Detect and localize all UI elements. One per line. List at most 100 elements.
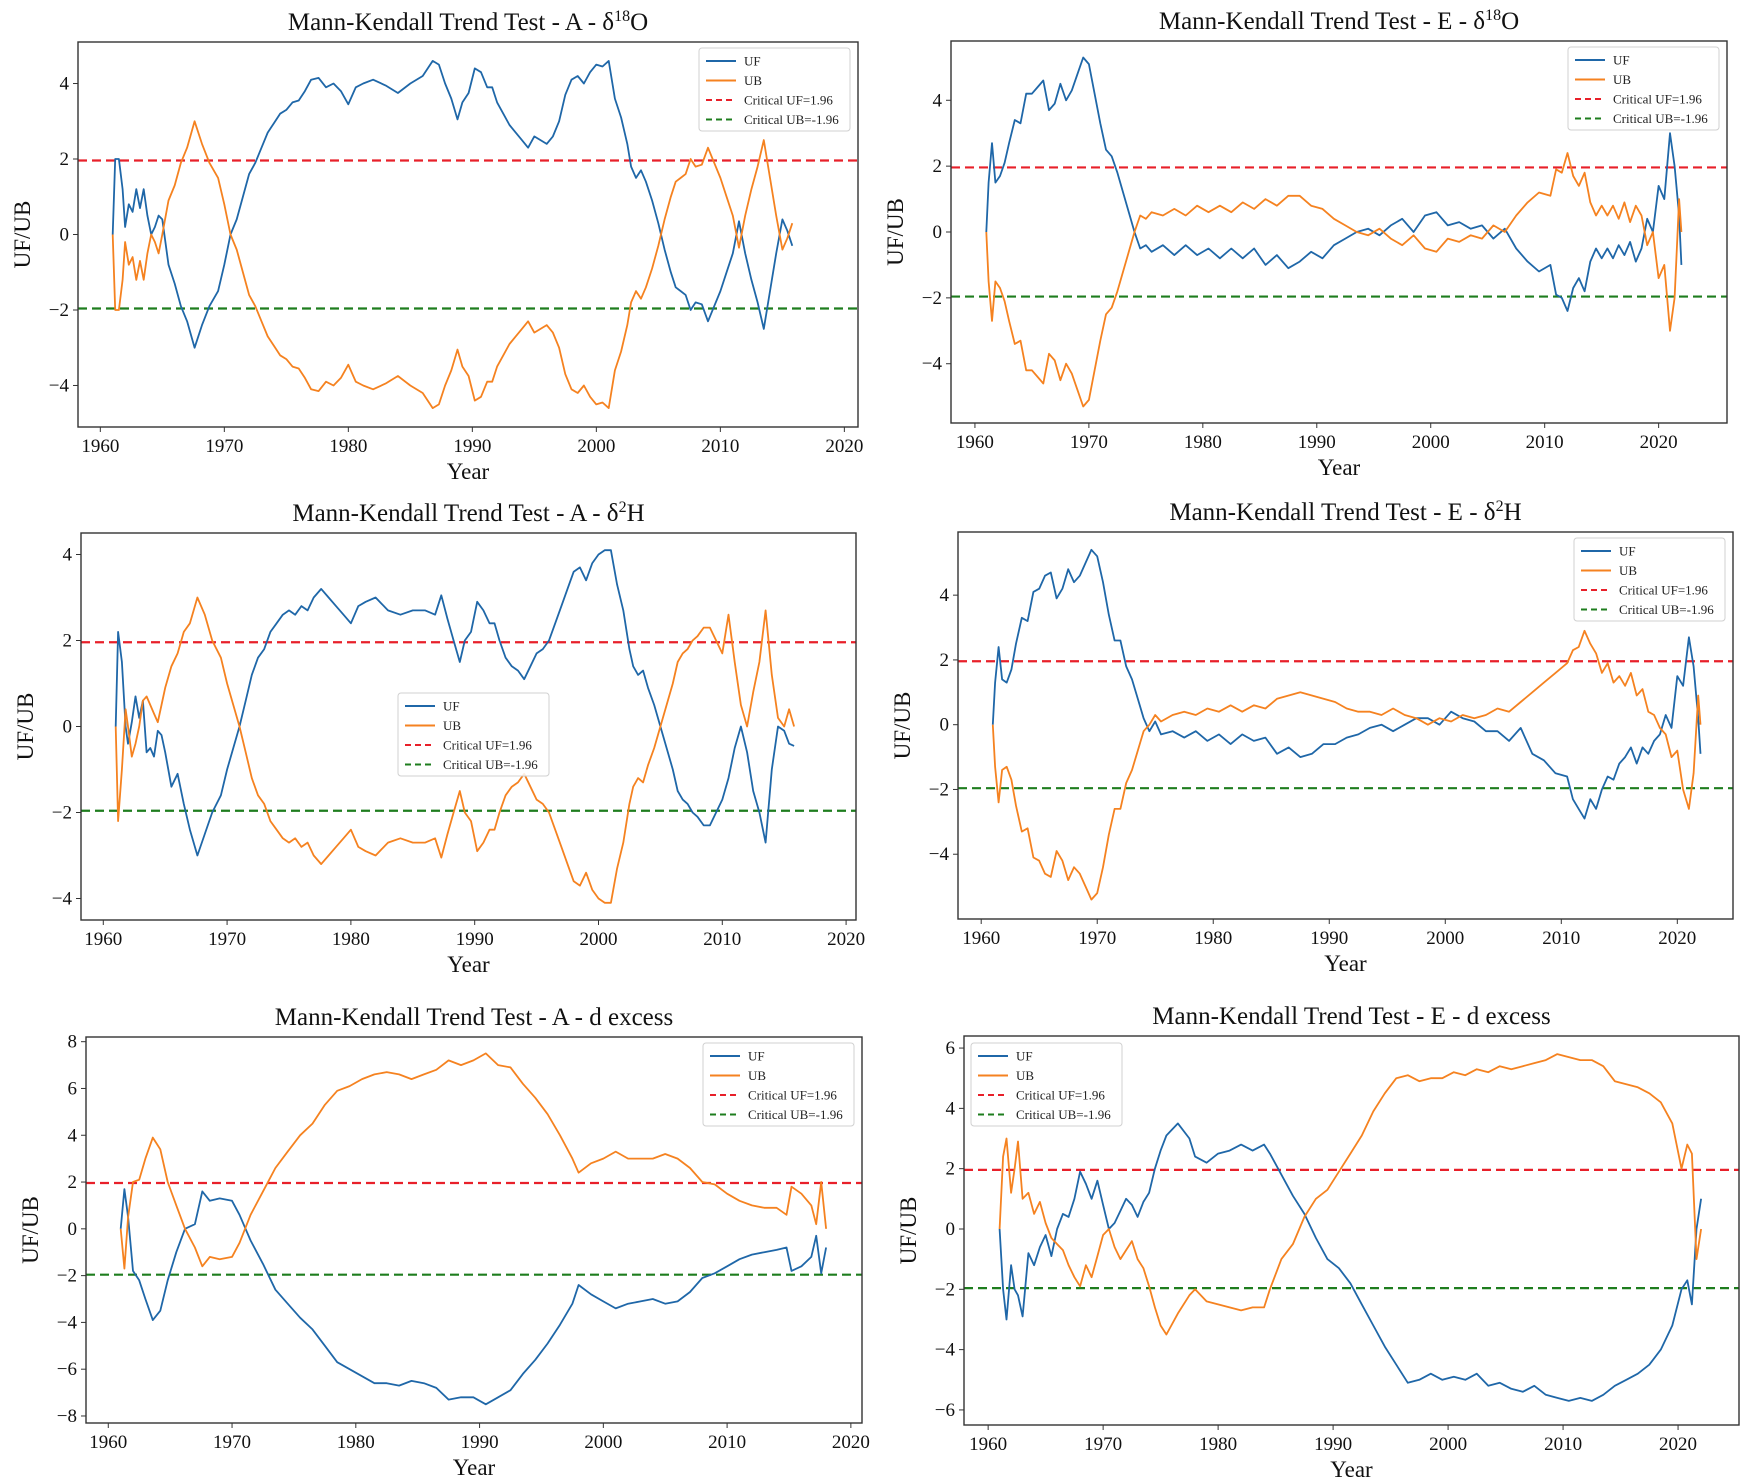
y-tick-label: −2 — [922, 288, 942, 309]
x-tick-label: 1970 — [1084, 1434, 1122, 1455]
legend-label: Critical UF=1.96 — [1619, 583, 1708, 598]
legend-item-critical-ub: Critical UB=-1.96 — [1581, 602, 1714, 617]
legend-label: UB — [443, 718, 461, 733]
legend-box — [698, 47, 851, 132]
x-tick-label: 2000 — [584, 1432, 622, 1453]
y-tick-label: 0 — [933, 222, 943, 243]
legend: UF UB Critical UF=1.96 Critical UB=-1.96 — [1567, 46, 1720, 131]
series-line-ub — [119, 1052, 827, 1270]
y-tick-label: −2 — [929, 779, 949, 800]
x-tick-label: 1960 — [962, 928, 1000, 949]
chart-title-superscript: 2 — [619, 499, 627, 516]
legend-item-ub: UB — [405, 718, 461, 733]
series-line-uf — [114, 549, 795, 857]
legend-item-ub: UB — [1575, 72, 1631, 87]
x-tick-label: 1970 — [205, 436, 243, 457]
chart-title-main: Mann-Kendall Trend Test - A - δ — [292, 500, 618, 527]
x-tick-label: 1980 — [329, 436, 367, 457]
legend-label: Critical UB=-1.96 — [443, 757, 538, 772]
legend-item-critical-uf: Critical UF=1.96 — [1575, 92, 1702, 107]
chart-title-main: Mann-Kendall Trend Test - E - δ — [1159, 8, 1485, 35]
chart-title-tail: H — [627, 500, 645, 527]
series-line-ub — [998, 1053, 1702, 1336]
legend-label: UF — [1619, 544, 1636, 559]
chart-title: Mann-Kendall Trend Test - A - d excess — [275, 1004, 673, 1031]
x-tick-label: 2010 — [1526, 432, 1564, 453]
y-tick-label: −6 — [57, 1359, 77, 1380]
x-tick-label: 1990 — [1298, 432, 1336, 453]
axes-frame — [85, 1036, 863, 1424]
legend-item-critical-ub: Critical UB=-1.96 — [710, 1107, 843, 1122]
y-axis-label: UF/UB — [883, 198, 908, 266]
x-tick-label: 1960 — [89, 1432, 127, 1453]
legend-item-critical-uf: Critical UF=1.96 — [706, 93, 833, 108]
x-tick-label: 1980 — [1194, 928, 1232, 949]
y-tick-label: 2 — [946, 1159, 956, 1180]
legend-box — [1573, 537, 1726, 622]
y-tick-label: 2 — [940, 650, 950, 671]
x-tick-label: 1980 — [1184, 432, 1222, 453]
chart-title-superscript: 18 — [614, 8, 630, 25]
x-tick-label: 2000 — [577, 436, 615, 457]
x-tick-label: 1980 — [337, 1432, 375, 1453]
x-tick-label: 1960 — [81, 436, 119, 457]
legend-label: Critical UF=1.96 — [748, 1088, 837, 1103]
x-axis-label: Year — [447, 952, 490, 977]
y-axis-label: UF/UB — [890, 692, 915, 760]
legend-box — [1567, 46, 1720, 131]
legend: UF UB Critical UF=1.96 Critical UB=-1.96 — [970, 1042, 1123, 1127]
y-tick-label: −4 — [52, 889, 73, 910]
legend-item-critical-ub: Critical UB=-1.96 — [978, 1107, 1111, 1122]
chart-title: Mann-Kendall Trend Test - A - δ2H — [292, 499, 644, 527]
legend-label: Critical UB=-1.96 — [1016, 1107, 1111, 1122]
y-tick-label: −2 — [57, 1266, 77, 1287]
legend-label: UB — [1613, 72, 1631, 87]
chart-title-main: Mann-Kendall Trend Test - E - δ — [1169, 499, 1495, 526]
legend-label: UB — [1016, 1068, 1034, 1083]
legend-label: UF — [443, 699, 460, 714]
x-tick-label: 2010 — [701, 436, 739, 457]
x-tick-label: 1980 — [332, 929, 370, 950]
legend-item-uf: UF — [1575, 53, 1630, 68]
x-tick-label: 1980 — [1199, 1434, 1237, 1455]
legend-item-uf: UF — [1581, 544, 1636, 559]
legend-item-critical-uf: Critical UF=1.96 — [978, 1088, 1105, 1103]
legend-item-ub: UB — [978, 1068, 1034, 1083]
legend: UF UB Critical UF=1.96 Critical UB=-1.96 — [698, 47, 851, 132]
legend-item-ub: UB — [706, 73, 762, 88]
x-tick-label: 1990 — [453, 436, 491, 457]
chart-panel-E-dexcess: Mann-Kendall Trend Test - E - d excess 19… — [896, 1003, 1740, 1482]
x-tick-label: 2020 — [832, 1432, 870, 1453]
x-axis-label: Year — [1324, 951, 1367, 976]
series-line-ub — [991, 629, 1702, 901]
legend-box — [702, 1042, 855, 1127]
y-tick-label: 4 — [933, 90, 943, 111]
chart-title: Mann-Kendall Trend Test - E - δ2H — [1169, 498, 1521, 526]
y-tick-label: 0 — [63, 717, 73, 738]
x-tick-label: 2010 — [708, 1432, 746, 1453]
y-tick-label: −8 — [57, 1406, 77, 1427]
x-axis-label: Year — [447, 459, 490, 484]
y-tick-label: −6 — [935, 1400, 955, 1421]
legend-label: Critical UB=-1.96 — [1619, 602, 1714, 617]
chart-title-superscript: 18 — [1485, 7, 1501, 24]
y-tick-label: 2 — [63, 631, 73, 652]
y-tick-label: −4 — [49, 375, 70, 396]
x-tick-label: 1970 — [208, 929, 246, 950]
x-axis-label: Year — [453, 1455, 496, 1480]
legend-label: Critical UF=1.96 — [1016, 1088, 1105, 1103]
y-axis-label: UF/UB — [18, 1196, 43, 1264]
legend: UF UB Critical UF=1.96 Critical UB=-1.96 — [1573, 537, 1726, 622]
legend-label: UF — [1016, 1049, 1033, 1064]
legend-item-critical-uf: Critical UF=1.96 — [710, 1088, 837, 1103]
x-tick-label: 1990 — [461, 1432, 499, 1453]
legend-label: Critical UF=1.96 — [1613, 92, 1702, 107]
chart-title-tail: O — [630, 9, 648, 36]
x-tick-label: 1970 — [1070, 432, 1108, 453]
y-tick-label: −4 — [922, 354, 943, 375]
y-tick-label: 4 — [63, 545, 73, 566]
legend-box — [397, 692, 550, 777]
chart-title: Mann-Kendall Trend Test - E - δ18O — [1159, 7, 1519, 35]
